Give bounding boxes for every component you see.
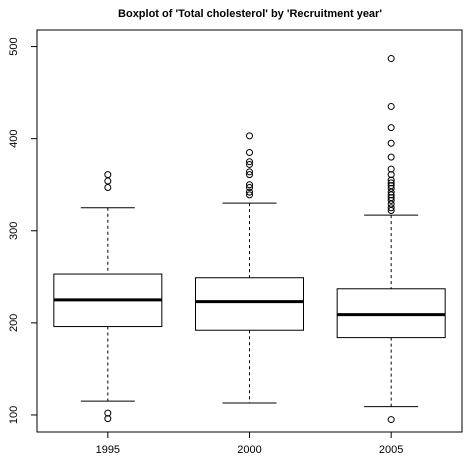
plot-frame [36, 29, 463, 433]
outlier [246, 183, 253, 191]
outlier [104, 183, 112, 191]
outlier [104, 171, 112, 179]
outlier [387, 124, 395, 132]
y-tick-label: 200 [8, 314, 20, 332]
outlier [387, 102, 395, 110]
outlier [246, 168, 253, 176]
outlier [387, 204, 395, 212]
x-tick-label: 1995 [96, 444, 120, 456]
box [195, 277, 304, 331]
outlier [246, 181, 253, 189]
x-tick-label: 2005 [379, 444, 403, 456]
outlier [246, 160, 253, 168]
outlier [387, 55, 395, 63]
y-tick-label: 400 [8, 129, 20, 147]
outlier [104, 177, 112, 185]
x-tick-label: 2000 [237, 444, 261, 456]
outlier [246, 132, 253, 140]
outlier [104, 415, 112, 423]
y-tick-label: 300 [8, 222, 20, 240]
outlier [387, 139, 395, 147]
outlier [246, 191, 253, 199]
y-tick-label: 500 [8, 37, 20, 55]
chart-title: Boxplot of 'Total cholesterol' by 'Recru… [118, 8, 382, 20]
outlier [246, 188, 253, 196]
outlier [387, 196, 395, 204]
outlier [387, 153, 395, 161]
outlier [246, 158, 253, 166]
outlier [246, 148, 253, 156]
outlier [387, 207, 395, 215]
y-tick-label: 100 [8, 406, 20, 424]
outlier [387, 416, 395, 424]
outlier [246, 171, 253, 179]
